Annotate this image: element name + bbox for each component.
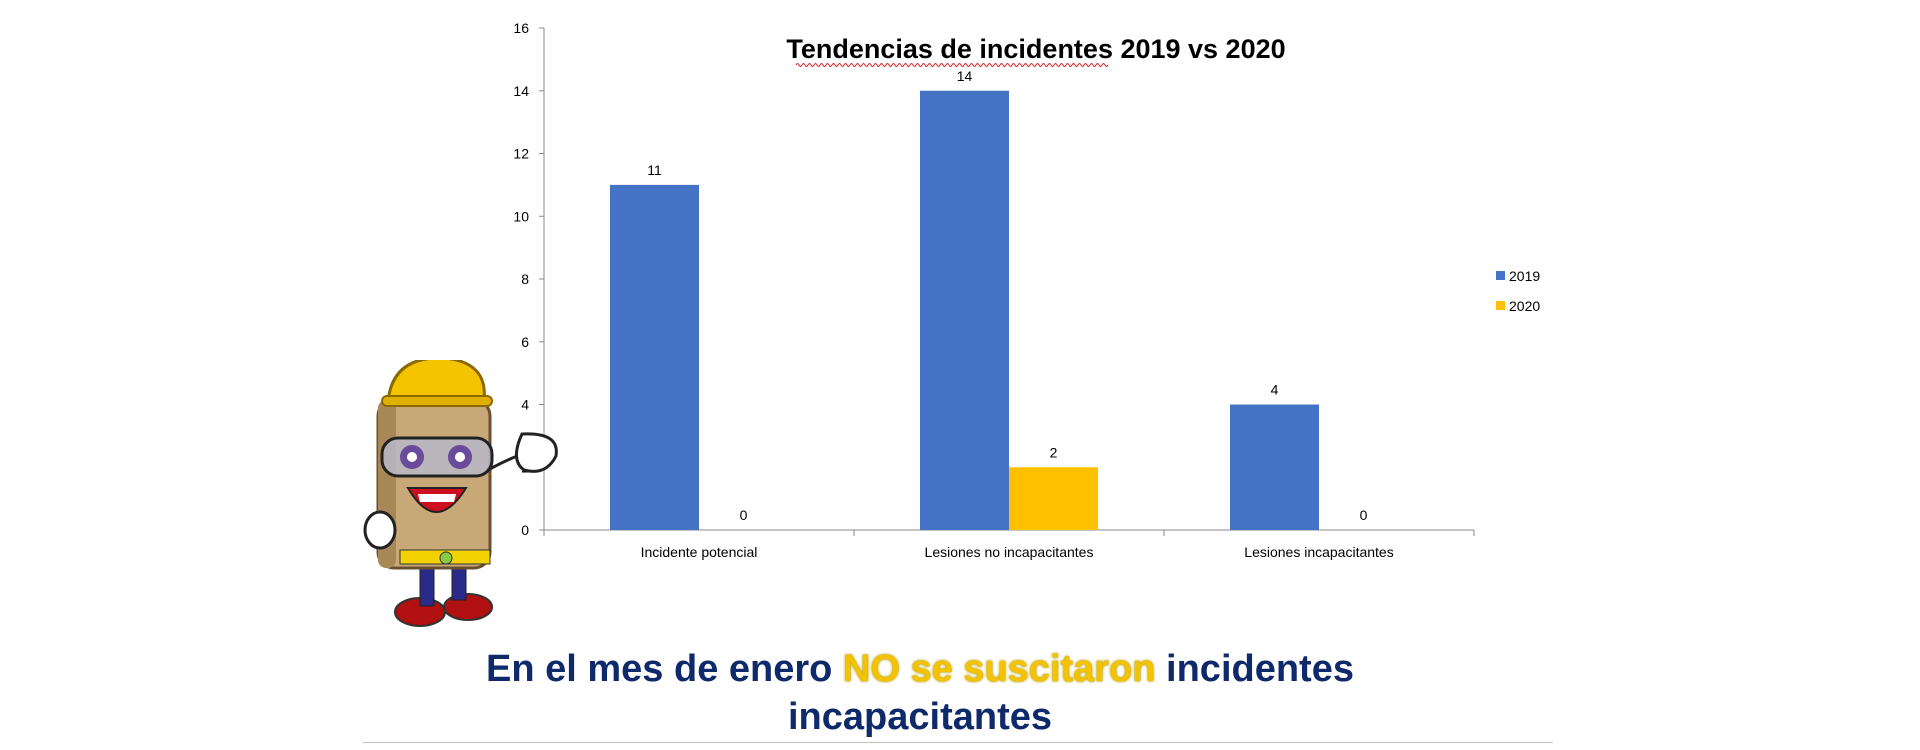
legend-label: 2020 [1509,298,1540,314]
y-tick-label: 12 [513,146,529,162]
title-underline [795,63,1109,67]
x-category-label: Lesiones no incapacitantes [925,544,1094,560]
message-highlight: NO se suscitaron [842,648,1156,690]
data-label: 11 [647,162,662,178]
y-tick-label: 14 [513,83,529,99]
data-label: 0 [1360,507,1368,523]
x-category-label: Lesiones incapacitantes [1244,544,1393,560]
bar-2019-0 [610,184,699,530]
data-label: 4 [1271,382,1279,398]
bar-2019-1 [920,90,1009,530]
footer-divider [363,742,1553,743]
legend-swatch-2019 [1496,271,1505,280]
y-tick-label: 10 [513,208,529,224]
bar-2019-2 [1230,404,1319,530]
y-tick-label: 16 [513,20,529,36]
hard-hat-mascot-icon [363,360,558,627]
bar-chart: Tendencias de incidentes 2019 vs 2020 0 2 4… [513,20,1540,560]
data-label: 2 [1050,444,1058,460]
message-part1: En el mes de enero [486,648,843,690]
summary-message: En el mes de enero NO se suscitaron inci… [420,645,1420,741]
y-tick-label: 0 [521,522,529,538]
x-category-label: Incidente potencial [641,544,758,560]
chart-title: Tendencias de incidentes 2019 vs 2020 [786,34,1285,64]
bar-2020-1 [1009,467,1098,530]
message-part2: incidentes incapacitantes [788,648,1354,738]
data-label: 14 [957,68,973,84]
y-tick-label: 4 [521,397,529,413]
data-label: 0 [740,507,748,523]
y-tick-label: 8 [521,271,529,287]
y-tick-label: 6 [521,334,529,350]
legend-swatch-2020 [1496,301,1505,310]
legend-label: 2019 [1509,268,1540,284]
